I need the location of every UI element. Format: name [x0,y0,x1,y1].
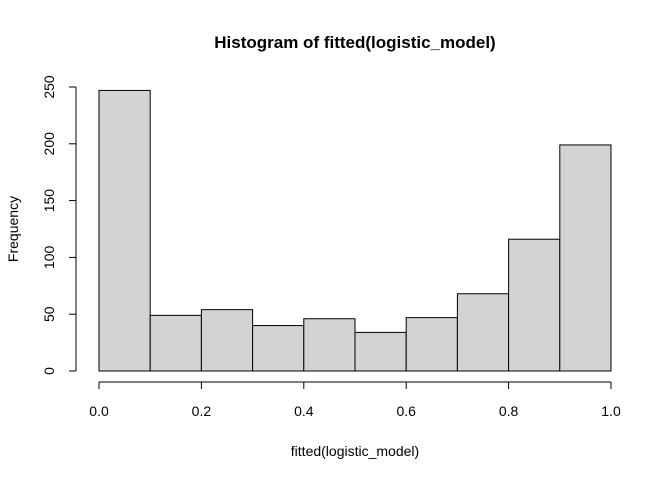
y-tick-label: 200 [41,132,57,156]
x-tick-label: 0.6 [396,403,416,419]
histogram-bar-4 [252,325,305,372]
x-axis: 0.0 0.2 0.4 0.6 0.8 1.0 [89,381,621,419]
histogram-bar-8 [456,293,510,372]
x-tick-label: 0.0 [89,403,109,419]
histogram-bar-1 [98,89,151,372]
histogram-bar-6 [354,331,407,372]
x-axis-label: fitted(logistic_model) [291,443,419,459]
y-axis-label: Frequency [5,196,21,262]
chart-title: Histogram of fitted(logistic_model) [214,33,495,52]
y-tick-label: 0 [41,367,57,375]
x-tick-label: 0.4 [294,403,314,419]
histogram-bar-7 [405,317,458,372]
histogram-bar-2 [149,314,202,372]
histogram-bar-9 [508,238,561,372]
y-tick-label: 50 [41,306,57,322]
x-tick-label: 0.8 [499,403,519,419]
y-tick-label: 250 [41,75,57,99]
histogram-bar-5 [303,318,356,372]
histogram-bar-3 [200,309,254,372]
histogram-bar-10 [559,144,612,372]
y-axis: 0 50 100 150 200 250 [41,75,77,375]
y-tick-label: 150 [41,189,57,213]
bars-group [98,89,612,372]
y-tick-label: 100 [41,246,57,270]
x-tick-label: 1.0 [601,403,621,419]
x-tick-label: 0.2 [192,403,212,419]
